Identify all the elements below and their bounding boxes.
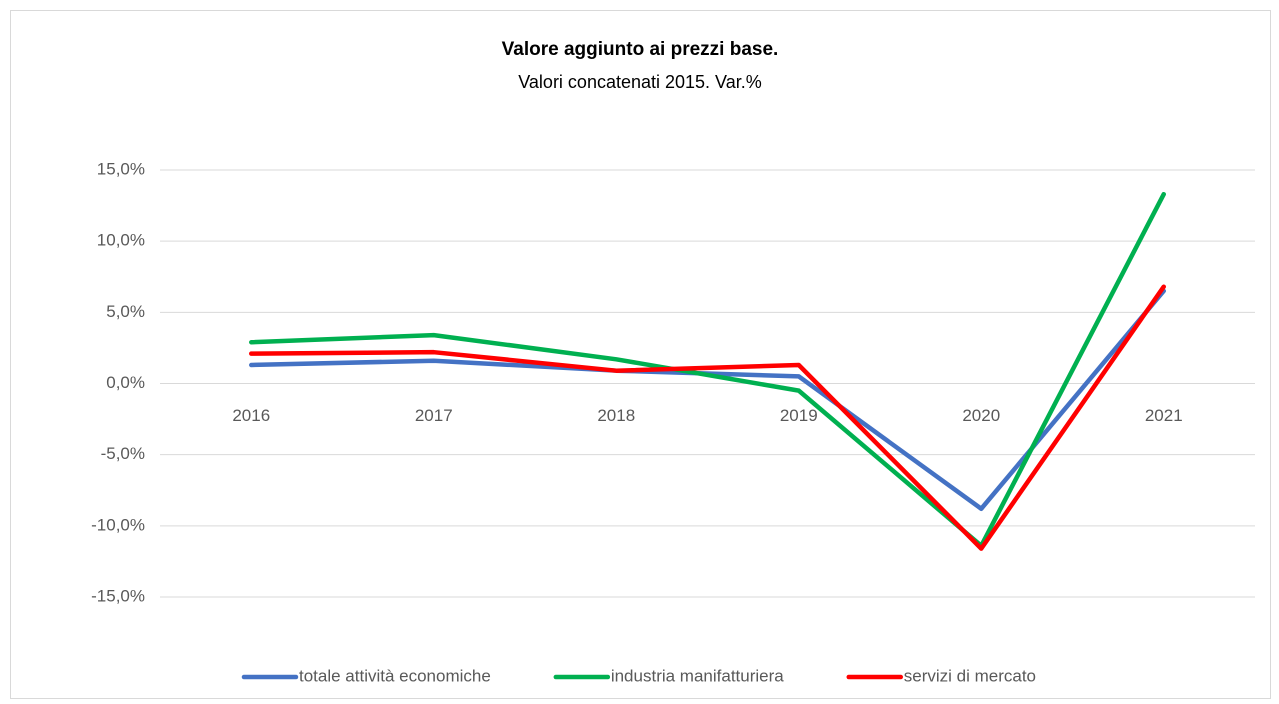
series-line xyxy=(249,284,1166,551)
x-tick-label: 2017 xyxy=(415,406,453,425)
legend-label: servizi di mercato xyxy=(904,666,1036,685)
y-tick-label: 10,0% xyxy=(97,231,145,250)
chart-subtitle: Valori concatenati 2015. Var.% xyxy=(518,72,761,92)
y-tick-label: 15,0% xyxy=(97,159,145,178)
y-tick-label: 0,0% xyxy=(106,373,145,392)
y-tick-label: -10,0% xyxy=(91,515,145,534)
chart-title: Valore aggiunto ai prezzi base. xyxy=(502,39,779,60)
legend-label: industria manifatturiera xyxy=(611,666,784,685)
x-tick-label: 2018 xyxy=(597,406,635,425)
y-tick-label: 5,0% xyxy=(106,302,145,321)
legend-label: totale attività economiche xyxy=(299,666,491,685)
series-line xyxy=(249,191,1166,549)
y-tick-label: -5,0% xyxy=(101,444,145,463)
x-tick-label: 2019 xyxy=(780,406,818,425)
y-tick-label: -15,0% xyxy=(91,586,145,605)
chart-border xyxy=(10,10,1271,699)
x-tick-label: 2021 xyxy=(1145,406,1183,425)
x-tick-label: 2020 xyxy=(962,406,1000,425)
x-tick-label: 2016 xyxy=(232,406,270,425)
